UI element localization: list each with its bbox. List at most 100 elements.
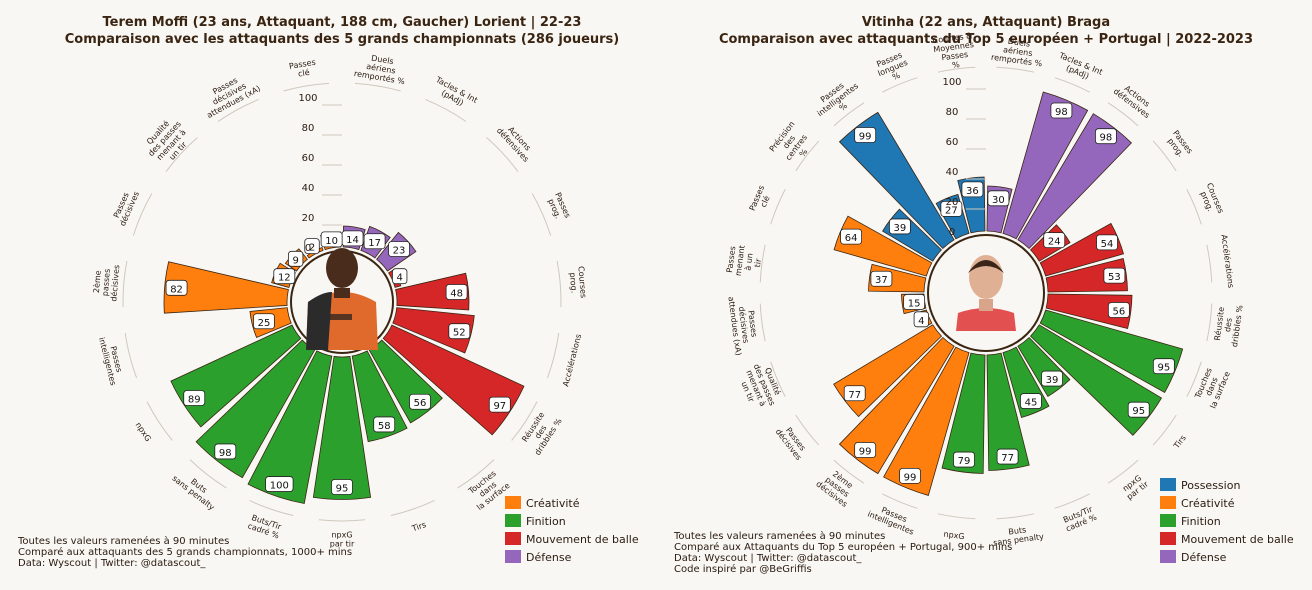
svg-text:Passesdécisives: Passesdécisives [110, 187, 141, 228]
guide-arc [1186, 189, 1202, 225]
svg-text:Coursesprog.: Coursesprog. [1197, 182, 1226, 219]
guide-arc [1186, 361, 1202, 397]
legend: Possession Créativité Finition Mouvement de… [1160, 478, 1294, 564]
guide-arc [556, 260, 562, 308]
guide-arc [770, 361, 786, 397]
value-label-box [253, 313, 275, 330]
footnote-line: Toutes les valeurs ramenées à 90 minutes [673, 530, 885, 542]
svg-text:Tirs: Tirs [410, 520, 427, 533]
category-label: Passesclé [748, 184, 772, 212]
category-label: Tirs [1171, 433, 1187, 451]
legend-label: Créativité [526, 497, 580, 510]
value-label-box [1107, 302, 1130, 318]
svg-text:Buts/Tircadré %: Buts/Tircadré % [1061, 504, 1098, 533]
value-label-box [287, 250, 304, 267]
svg-text:Passesprog.: Passesprog. [1164, 129, 1195, 161]
category-label: Précisiondescentres% [767, 119, 818, 170]
svg-text:Passesintelligentes: Passesintelligentes [97, 334, 127, 386]
bar-1 [1002, 91, 1089, 240]
guide-arc [996, 513, 1035, 520]
legend-label: Défense [1181, 551, 1227, 564]
legend-label: Possession [1181, 479, 1240, 492]
scale-tick: 40 [302, 183, 315, 194]
svg-text:Actionsdéfensives: Actionsdéfensives [1112, 80, 1157, 120]
svg-text:Duelsaériensremportés %: Duelsaériensremportés % [353, 51, 409, 86]
category-label: Buts/Tircadré % [1061, 504, 1098, 533]
guide-arc [1054, 493, 1090, 509]
footnote: Toutes les valeurs ramenées à 90 minutes… [17, 535, 352, 569]
svg-text:Passesprog.: Passesprog. [545, 191, 572, 223]
svg-text:Passesdécisivesattendues (xA): Passesdécisivesattendues (xA) [726, 294, 761, 356]
svg-text:Coursesprog.: Coursesprog. [567, 266, 588, 299]
value-label: 98 [1055, 107, 1068, 118]
scale-tick: 100 [298, 93, 317, 104]
value-label: 98 [219, 448, 232, 459]
value-label-box [889, 218, 911, 235]
category-label: Duelsaériensremportés % [353, 51, 409, 87]
guide-arc [124, 332, 138, 379]
category-label: 2èmepassesdécisives [814, 469, 855, 509]
bar-2 [1017, 113, 1133, 250]
value-label-box [899, 467, 921, 484]
svg-text:Précisiondescentres%: Précisiondescentres% [767, 119, 818, 170]
svg-text:Passesclé: Passesclé [288, 58, 317, 80]
category-label: Tacles & Int(pAdj) [429, 75, 479, 113]
value-label: 89 [188, 395, 201, 406]
guide-arc [937, 66, 976, 73]
scale-tick: 80 [302, 123, 315, 134]
guide-arc [795, 414, 820, 446]
guide-arc [390, 500, 435, 516]
legend-swatch [1160, 514, 1176, 527]
value-label-box [840, 228, 863, 245]
guide-arc [1107, 102, 1139, 127]
value-label-box [1096, 234, 1118, 251]
category-label: Passesprog. [1164, 129, 1195, 161]
category-label: Passesdécisives [110, 187, 141, 228]
legend-swatch [1160, 550, 1176, 563]
bar-5 [1045, 258, 1128, 293]
value-label-box [961, 181, 984, 198]
svg-text:Passesintelligentes%: Passesintelligentes% [810, 74, 866, 125]
value-label-box [214, 443, 237, 460]
value-label-box [987, 190, 1010, 207]
legend: Créativité Finition Mouvement de balle Défe… [505, 496, 639, 564]
guide-arc [1107, 459, 1139, 484]
value-label: 4 [918, 316, 924, 327]
svg-text:Butssans penalty: Butssans penalty [171, 467, 222, 513]
guide-arc [795, 140, 820, 172]
value-label: 15 [908, 298, 921, 309]
value-label-box [273, 268, 296, 285]
value-label-box [1050, 102, 1073, 119]
bar-10 [247, 350, 333, 504]
category-label: Passesintelligentes [97, 334, 127, 386]
guide-arc [882, 493, 918, 509]
bar-5 [392, 307, 475, 354]
value-label: 56 [1112, 306, 1125, 317]
value-label-box [388, 241, 410, 257]
guide-arc [1152, 414, 1177, 446]
footnote: Toutes les valeurs ramenées à 90 minutes… [673, 530, 1012, 575]
guide-arc [759, 303, 766, 342]
svg-text:npxG: npxG [943, 530, 965, 542]
category-label: Qualitédes passesmenant àun tir [739, 363, 783, 408]
value-label-box [1020, 393, 1042, 409]
value-label: 77 [1001, 453, 1014, 464]
svg-text:Tacles & Int(pAdj): Tacles & Int(pAdj) [429, 75, 479, 113]
guide-arc [318, 519, 366, 522]
value-label-box [363, 233, 386, 250]
value-label: 99 [904, 472, 917, 483]
category-label: Passesintelligentes% [810, 74, 866, 125]
value-label: 2 [309, 243, 315, 254]
category-label: Passesdécisivesattendues (xA) [726, 294, 761, 356]
value-label-box [392, 268, 408, 285]
radar-chart-moffi: Terem Moffi (23 ans, Attaquant, 188 cm, … [17, 15, 639, 569]
legend-label: Défense [526, 551, 572, 564]
value-label-box [940, 200, 963, 217]
svg-text:Touchesdansla surface: Touchesdansla surface [464, 467, 512, 512]
bar-6 [382, 324, 525, 436]
chart-subtitle: Comparaison avec attaquants du Top 5 eur… [719, 32, 1253, 47]
legend-label: Finition [526, 515, 566, 528]
svg-text:Accélérations: Accélérations [1219, 234, 1236, 289]
